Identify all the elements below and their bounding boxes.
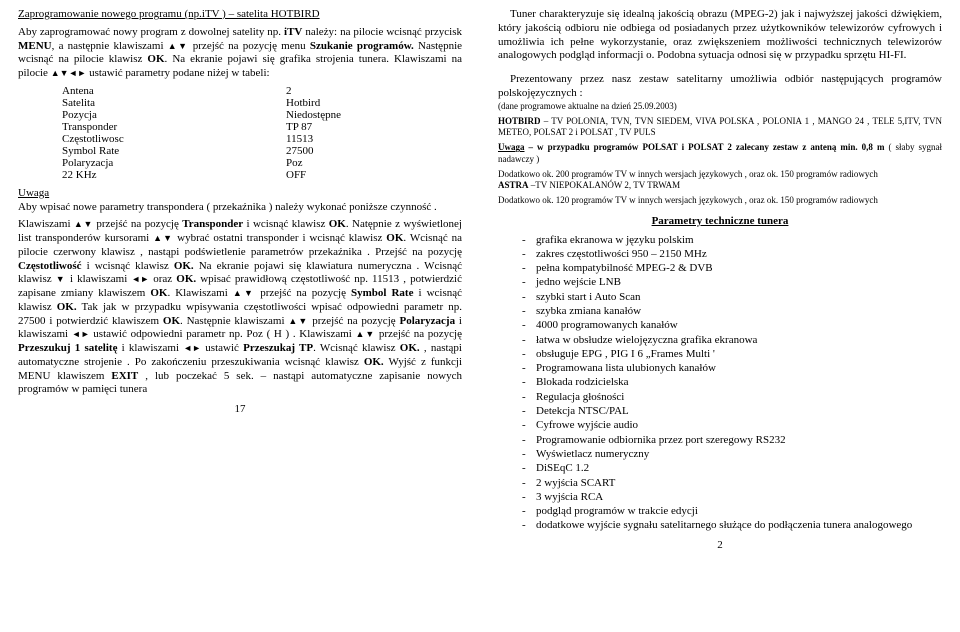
spec-item: dodatkowe wyjście sygnału satelitarnego … [522, 518, 942, 532]
right-page: Tuner charakteryzuje się idealną jakości… [480, 0, 960, 555]
spec-item: DiSEqC 1.2 [522, 461, 942, 475]
right-p2b: (dane programowe aktualne na dzień 25.09… [498, 101, 942, 112]
table-value: OFF [206, 169, 410, 181]
table-row: 22 KHzOFF [58, 169, 410, 181]
spec-item: zakres częstotliwości 950 – 2150 MHz [522, 247, 942, 261]
left-instructions: Klawiszami ▲▼ przejść na pozycję Transpo… [18, 218, 462, 397]
table-key: Satelita [58, 97, 206, 109]
table-key: Antena [58, 85, 206, 97]
spec-item: Programowanie odbiornika przez port szer… [522, 433, 942, 447]
table-key: Symbol Rate [58, 145, 206, 157]
table-row: Symbol Rate27500 [58, 145, 410, 157]
table-value: Hotbird [206, 97, 410, 109]
table-key: Transponder [58, 121, 206, 133]
table-value: 2 [206, 85, 410, 97]
spec-list: grafika ekranowa w języku polskimzakres … [522, 233, 942, 533]
spec-item: Wyświetlacz numeryczny [522, 447, 942, 461]
spec-item: grafika ekranowa w języku polskim [522, 233, 942, 247]
spec-item: łatwa w obsłudze wielojęzyczna grafika e… [522, 333, 942, 347]
table-row: PolaryzacjaPoz [58, 157, 410, 169]
right-extra2: Dodatkowo ok. 120 programów TV w innych … [498, 195, 942, 206]
spec-title: Parametry techniczne tunera [498, 215, 942, 227]
left-page: Zaprogramowanie nowego programu (np.iTV … [0, 0, 480, 555]
spec-item: jedno wejście LNB [522, 275, 942, 289]
table-value: 27500 [206, 145, 410, 157]
table-row: PozycjaNiedostępne [58, 109, 410, 121]
table-key: Polaryzacja [58, 157, 206, 169]
spec-item: podgląd programów w trakcie edycji [522, 504, 942, 518]
page-number-left: 17 [18, 403, 462, 415]
tuning-table: Antena2SatelitaHotbirdPozycjaNiedostępne… [58, 85, 410, 181]
table-row: TransponderTP 87 [58, 121, 410, 133]
right-p2a: Prezentowany przez nasz zestaw satelitar… [498, 73, 942, 101]
right-astra: ASTRA –TV NIEPOKALANÓW 2, TV TRWAM [498, 180, 942, 191]
spec-item: Programowana lista ulubionych kanałów [522, 361, 942, 375]
right-uwaga: Uwaga – w przypadku programów POLSAT i P… [498, 142, 942, 165]
table-value: 11513 [206, 133, 410, 145]
page-spread: Zaprogramowanie nowego programu (np.iTV … [0, 0, 960, 555]
spec-item: obsługuje EPG , PIG I 6 „Frames Multi ' [522, 347, 942, 361]
left-heading: Zaprogramowanie nowego programu (np.iTV … [18, 8, 462, 22]
table-row: Częstotliwosc11513 [58, 133, 410, 145]
spec-item: Regulacja głośności [522, 390, 942, 404]
table-value: TP 87 [206, 121, 410, 133]
spec-item: szybka zmiana kanałów [522, 304, 942, 318]
spec-item: 3 wyjścia RCA [522, 490, 942, 504]
table-key: Pozycja [58, 109, 206, 121]
spec-item: Detekcja NTSC/PAL [522, 404, 942, 418]
spec-item: Cyfrowe wyjście audio [522, 418, 942, 432]
spec-item: 4000 programowanych kanałów [522, 318, 942, 332]
left-intro: Aby zaprogramować nowy program z dowolne… [18, 26, 462, 81]
spec-item: Blokada rodzicielska [522, 375, 942, 389]
right-extra1: Dodatkowo ok. 200 programów TV w innych … [498, 169, 942, 180]
uwaga-text: Aby wpisać nowe parametry transpondera (… [18, 201, 462, 215]
right-hotbird: HOTBIRD – TV POLONIA, TVN, TVN SIEDEM, V… [498, 116, 942, 139]
table-row: SatelitaHotbird [58, 97, 410, 109]
table-value: Niedostępne [206, 109, 410, 121]
spec-item: 2 wyjścia SCART [522, 476, 942, 490]
spec-item: szybki start i Auto Scan [522, 290, 942, 304]
table-row: Antena2 [58, 85, 410, 97]
table-value: Poz [206, 157, 410, 169]
right-p1: Tuner charakteryzuje się idealną jakości… [498, 8, 942, 63]
uwaga-label: Uwaga [18, 187, 462, 201]
table-key: 22 KHz [58, 169, 206, 181]
spec-item: pełna kompatybilność MPEG-2 & DVB [522, 261, 942, 275]
table-key: Częstotliwosc [58, 133, 206, 145]
page-number-right: 2 [498, 539, 942, 551]
